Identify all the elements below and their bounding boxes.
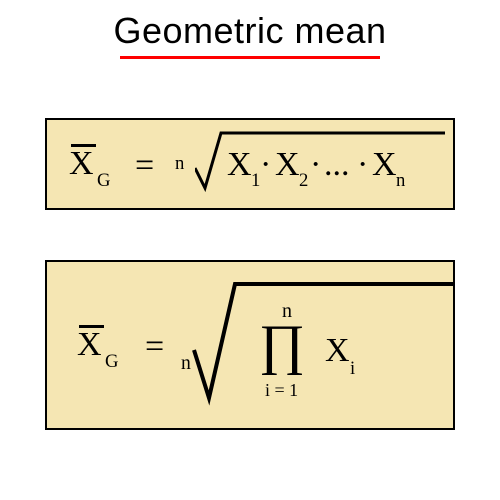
formula-product: X G = n n ∏ i = 1 X i [47,262,453,428]
equals-sign: = [135,147,154,185]
page-title: Geometric mean [0,10,500,52]
formula-box-expanded: X G = n X 1 · X 2 · ... · X n [45,118,455,210]
formula-box-product: X G = n n ∏ i = 1 X i [45,260,455,430]
title-underline [120,56,380,59]
dot: · [310,146,321,184]
x-term: X [372,146,397,184]
product-symbol: ∏ [259,317,305,373]
subscript-n: n [396,170,405,192]
subscript-g: G [105,351,119,373]
x-term: X [275,146,300,184]
subscript-i: i [350,358,355,380]
x-term: X [325,332,350,370]
subscript-2: 2 [299,170,308,192]
subscript-1: 1 [251,170,260,192]
dot: · [260,146,271,184]
formula-expanded: X G = n X 1 · X 2 · ... · X n [47,120,453,208]
radical-icon [187,280,455,410]
ellipsis: ... [324,146,350,184]
dot: · [357,146,368,184]
subscript-g: G [97,170,111,192]
x-term: X [227,146,252,184]
equals-sign: = [145,328,164,366]
root-index: n [175,153,184,175]
product-lower: i = 1 [265,380,298,401]
